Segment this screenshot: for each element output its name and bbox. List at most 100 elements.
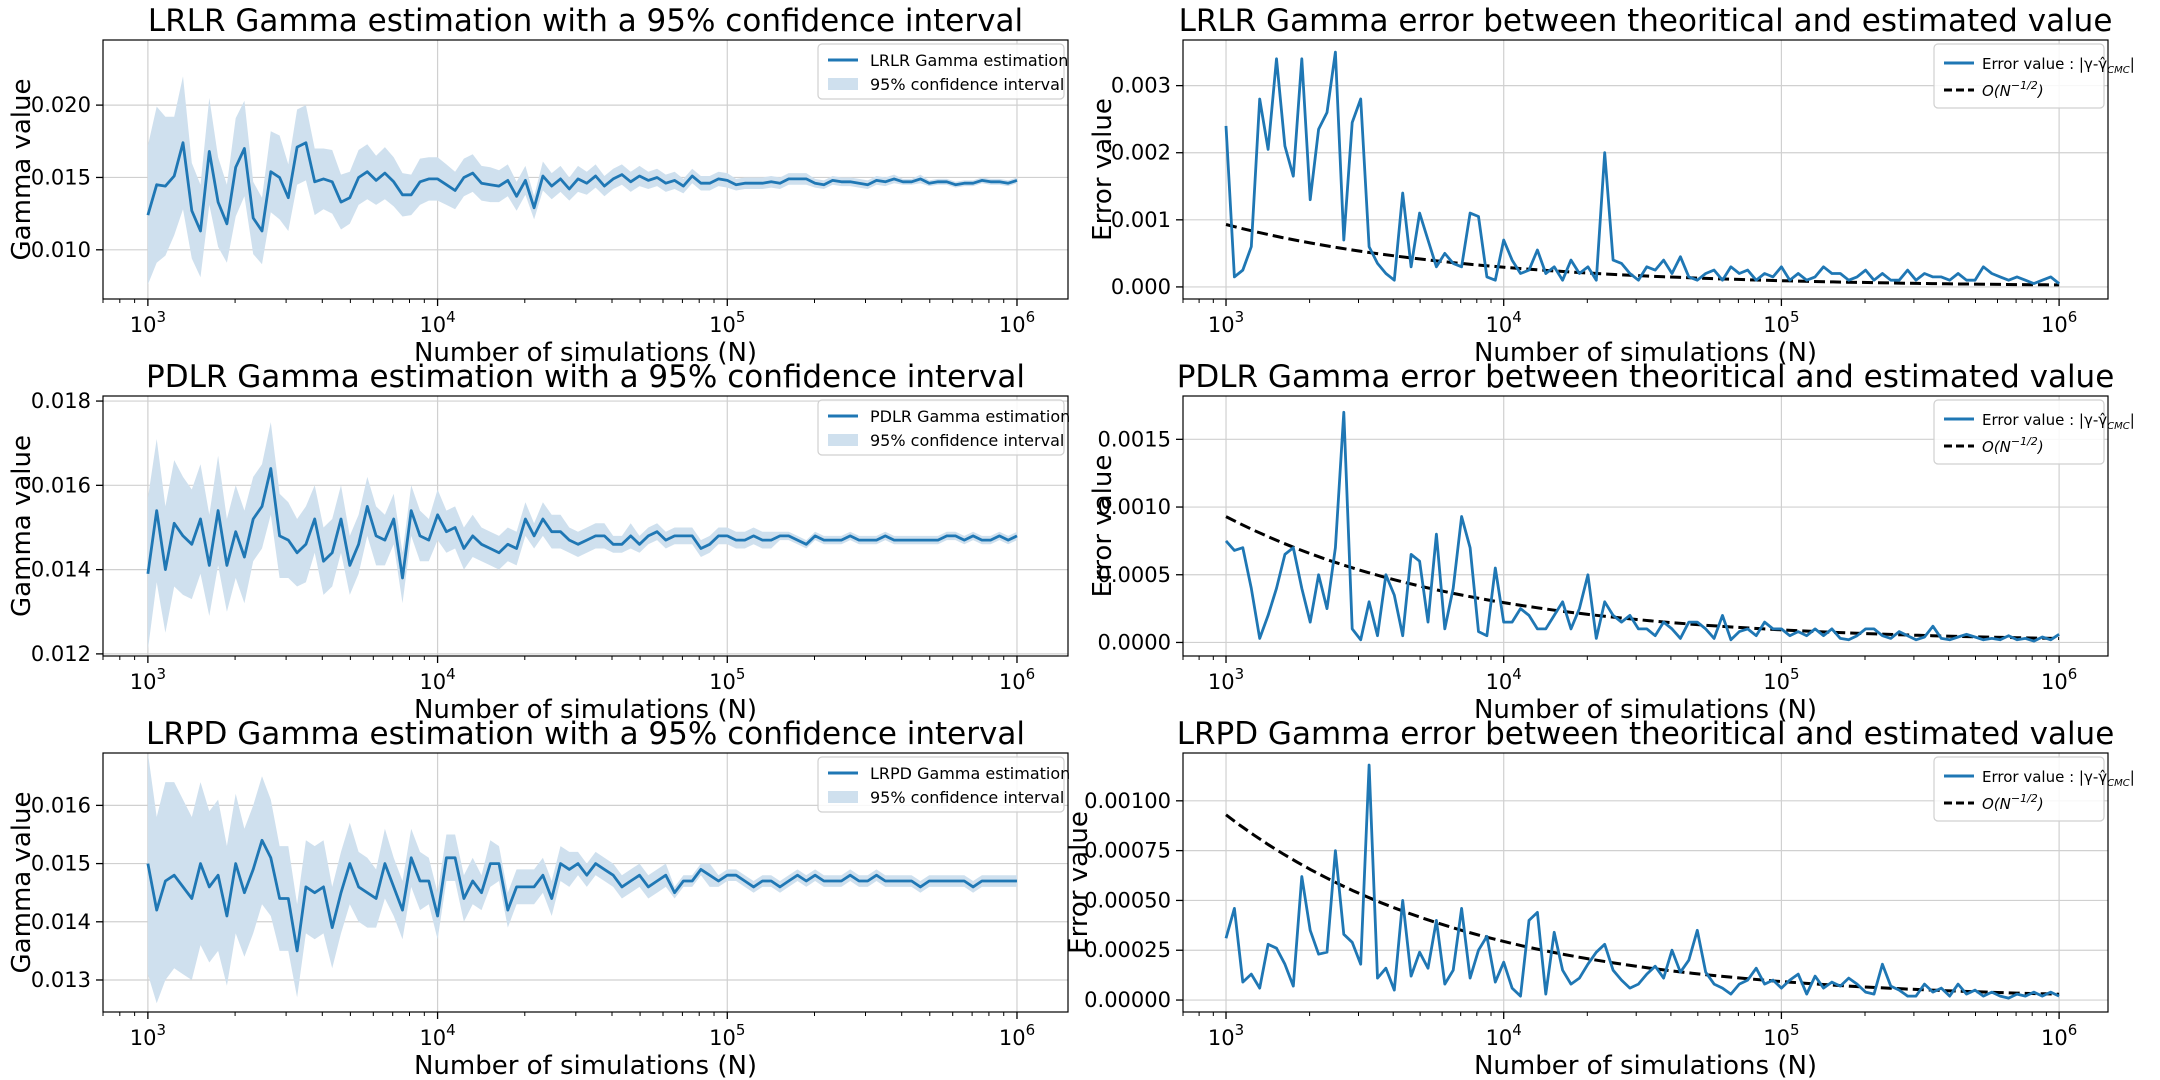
x-tick-label: 105 bbox=[1763, 1021, 1799, 1050]
axes-frame bbox=[1182, 39, 2109, 300]
panel-5: 103 104 105 106 0.013 0.014 0.015 0.016 LRPD Gam… bbox=[7, 716, 1070, 1080]
y-tick-label: 0.000 bbox=[1111, 275, 1171, 299]
y-tick-label: 0.020 bbox=[31, 93, 91, 117]
x-tick-label: 104 bbox=[419, 665, 455, 694]
legend-label: Error value : |γ-γ̂CMC| bbox=[1982, 411, 2135, 432]
y-tick-label: 0.014 bbox=[31, 910, 91, 934]
legend-label: Error value : |γ-γ̂CMC| bbox=[1982, 768, 2135, 789]
legend: Error value : |γ-γ̂CMC| O(N−1/2) bbox=[1933, 756, 2135, 822]
y-axis-label: Error value bbox=[1064, 811, 1094, 954]
y-tick-label: 0.016 bbox=[31, 473, 91, 497]
legend-band-swatch bbox=[828, 791, 858, 803]
panel-4: 103 104 105 106 0.0000 0.0005 0.0010 0.0015 PDLR… bbox=[1088, 359, 2135, 725]
x-tick-label: 105 bbox=[709, 1021, 745, 1050]
reference-curve bbox=[1225, 515, 2060, 640]
legend-box bbox=[817, 399, 1065, 456]
legend-label: Error value : |γ-γ̂CMC| bbox=[1982, 55, 2135, 76]
x-tick-label: 106 bbox=[999, 1021, 1035, 1050]
legend-box bbox=[1933, 399, 2105, 465]
plot-area bbox=[1224, 410, 2060, 643]
legend: Error value : |γ-γ̂CMC| O(N−1/2) bbox=[1933, 399, 2135, 465]
panel-1: 103 104 105 106 0.010 0.015 0.020 LRLR Gamma es… bbox=[7, 3, 1069, 368]
x-tick-label: 103 bbox=[130, 308, 166, 337]
legend-box bbox=[1933, 43, 2105, 109]
x-tick-label: 105 bbox=[709, 665, 745, 694]
series-line bbox=[146, 838, 1017, 953]
x-tick-label: 104 bbox=[419, 1021, 455, 1050]
y-tick-label: 0.015 bbox=[31, 852, 91, 876]
axes-frame bbox=[102, 39, 1069, 300]
y-tick-label: 0.001 bbox=[1111, 208, 1171, 232]
legend-label: LRLR Gamma estimation bbox=[870, 51, 1068, 70]
x-tick-label: 106 bbox=[2041, 1021, 2077, 1050]
grid bbox=[1183, 40, 2108, 299]
x-tick-label: 105 bbox=[1763, 308, 1799, 337]
y-tick-label: 0.00000 bbox=[1084, 988, 1171, 1012]
confidence-band bbox=[147, 753, 1017, 1004]
x-tick-label: 104 bbox=[1486, 308, 1522, 337]
chart-title: PDLR Gamma estimation with a 95% confide… bbox=[146, 359, 1025, 395]
x-tick-label: 106 bbox=[2041, 665, 2077, 694]
y-tick-label: 0.016 bbox=[31, 793, 91, 817]
plot-area bbox=[146, 76, 1018, 285]
chart-title: LRLR Gamma error between theoritical and… bbox=[1179, 3, 2113, 39]
legend: LRPD Gamma estimation 95% confidence inte… bbox=[817, 756, 1070, 813]
plot-area bbox=[1224, 763, 2060, 1000]
confidence-band bbox=[147, 422, 1017, 650]
x-axis-label: Number of simulations (N) bbox=[1474, 338, 1817, 368]
chart-title: LRPD Gamma error between theoritical and… bbox=[1177, 716, 2115, 752]
x-axis-label: Number of simulations (N) bbox=[1474, 695, 1817, 725]
x-tick-label: 104 bbox=[1486, 1021, 1522, 1050]
x-tick-label: 103 bbox=[1208, 1021, 1244, 1050]
y-tick-label: 0.0005 bbox=[1098, 563, 1171, 587]
legend-label: 95% confidence interval bbox=[870, 431, 1064, 450]
y-tick-label: 0.002 bbox=[1111, 141, 1171, 165]
legend-label: LRPD Gamma estimation bbox=[870, 764, 1070, 783]
y-axis-label: Gamma value bbox=[7, 792, 37, 974]
legend: Error value : |γ-γ̂CMC| O(N−1/2) bbox=[1933, 43, 2135, 109]
x-tick-label: 103 bbox=[130, 665, 166, 694]
legend-label: 95% confidence interval bbox=[870, 75, 1064, 94]
legend-box bbox=[817, 43, 1065, 100]
y-tick-label: 0.012 bbox=[31, 642, 91, 666]
legend-label: O(N−1/2) bbox=[1982, 79, 2044, 100]
legend-label: O(N−1/2) bbox=[1982, 435, 2044, 456]
legend-band-swatch bbox=[828, 78, 858, 90]
legend-box bbox=[1933, 756, 2105, 822]
y-axis-label: Error value bbox=[1088, 98, 1118, 241]
legend-label: PDLR Gamma estimation bbox=[870, 407, 1070, 426]
legend-box bbox=[817, 756, 1065, 813]
axes-frame bbox=[102, 395, 1069, 657]
chart-title: PDLR Gamma error between theoritical and… bbox=[1177, 359, 2115, 395]
x-tick-label: 105 bbox=[1763, 665, 1799, 694]
x-tick-label: 106 bbox=[999, 665, 1035, 694]
y-tick-label: 0.013 bbox=[31, 968, 91, 992]
y-tick-label: 0.0010 bbox=[1098, 495, 1171, 519]
y-tick-label: 0.010 bbox=[31, 238, 91, 262]
x-axis-label: Number of simulations (N) bbox=[1474, 1051, 1817, 1080]
legend: PDLR Gamma estimation 95% confidence inte… bbox=[817, 399, 1070, 456]
y-tick-label: 0.00100 bbox=[1084, 789, 1171, 813]
chart-title: LRLR Gamma estimation with a 95% confide… bbox=[148, 3, 1023, 39]
legend-label: 95% confidence interval bbox=[870, 788, 1064, 807]
panel-3: 103 104 105 106 0.012 0.014 0.016 0.018 PDLR Gam… bbox=[7, 359, 1070, 725]
axes-frame bbox=[1182, 395, 2109, 657]
x-tick-label: 103 bbox=[1208, 308, 1244, 337]
y-tick-label: 0.00075 bbox=[1084, 839, 1171, 863]
x-tick-label: 103 bbox=[130, 1021, 166, 1050]
chart-title: LRPD Gamma estimation with a 95% confide… bbox=[146, 716, 1025, 752]
y-axis-label: Gamma value bbox=[7, 79, 37, 261]
axes-frame bbox=[1182, 752, 2109, 1013]
x-axis-label: Number of simulations (N) bbox=[414, 695, 757, 725]
panel-2: 103 104 105 106 0.000 0.001 0.002 0.003 LRLR Gam… bbox=[1088, 3, 2135, 368]
series-line bbox=[1224, 763, 2060, 1000]
plot-area bbox=[1224, 50, 2060, 287]
y-tick-label: 0.003 bbox=[1111, 74, 1171, 98]
legend-label: O(N−1/2) bbox=[1982, 792, 2044, 813]
y-tick-label: 0.015 bbox=[31, 165, 91, 189]
x-tick-label: 103 bbox=[1208, 665, 1244, 694]
x-tick-label: 104 bbox=[419, 308, 455, 337]
x-axis-label: Number of simulations (N) bbox=[414, 1051, 757, 1080]
y-axis-label: Gamma value bbox=[7, 435, 37, 617]
